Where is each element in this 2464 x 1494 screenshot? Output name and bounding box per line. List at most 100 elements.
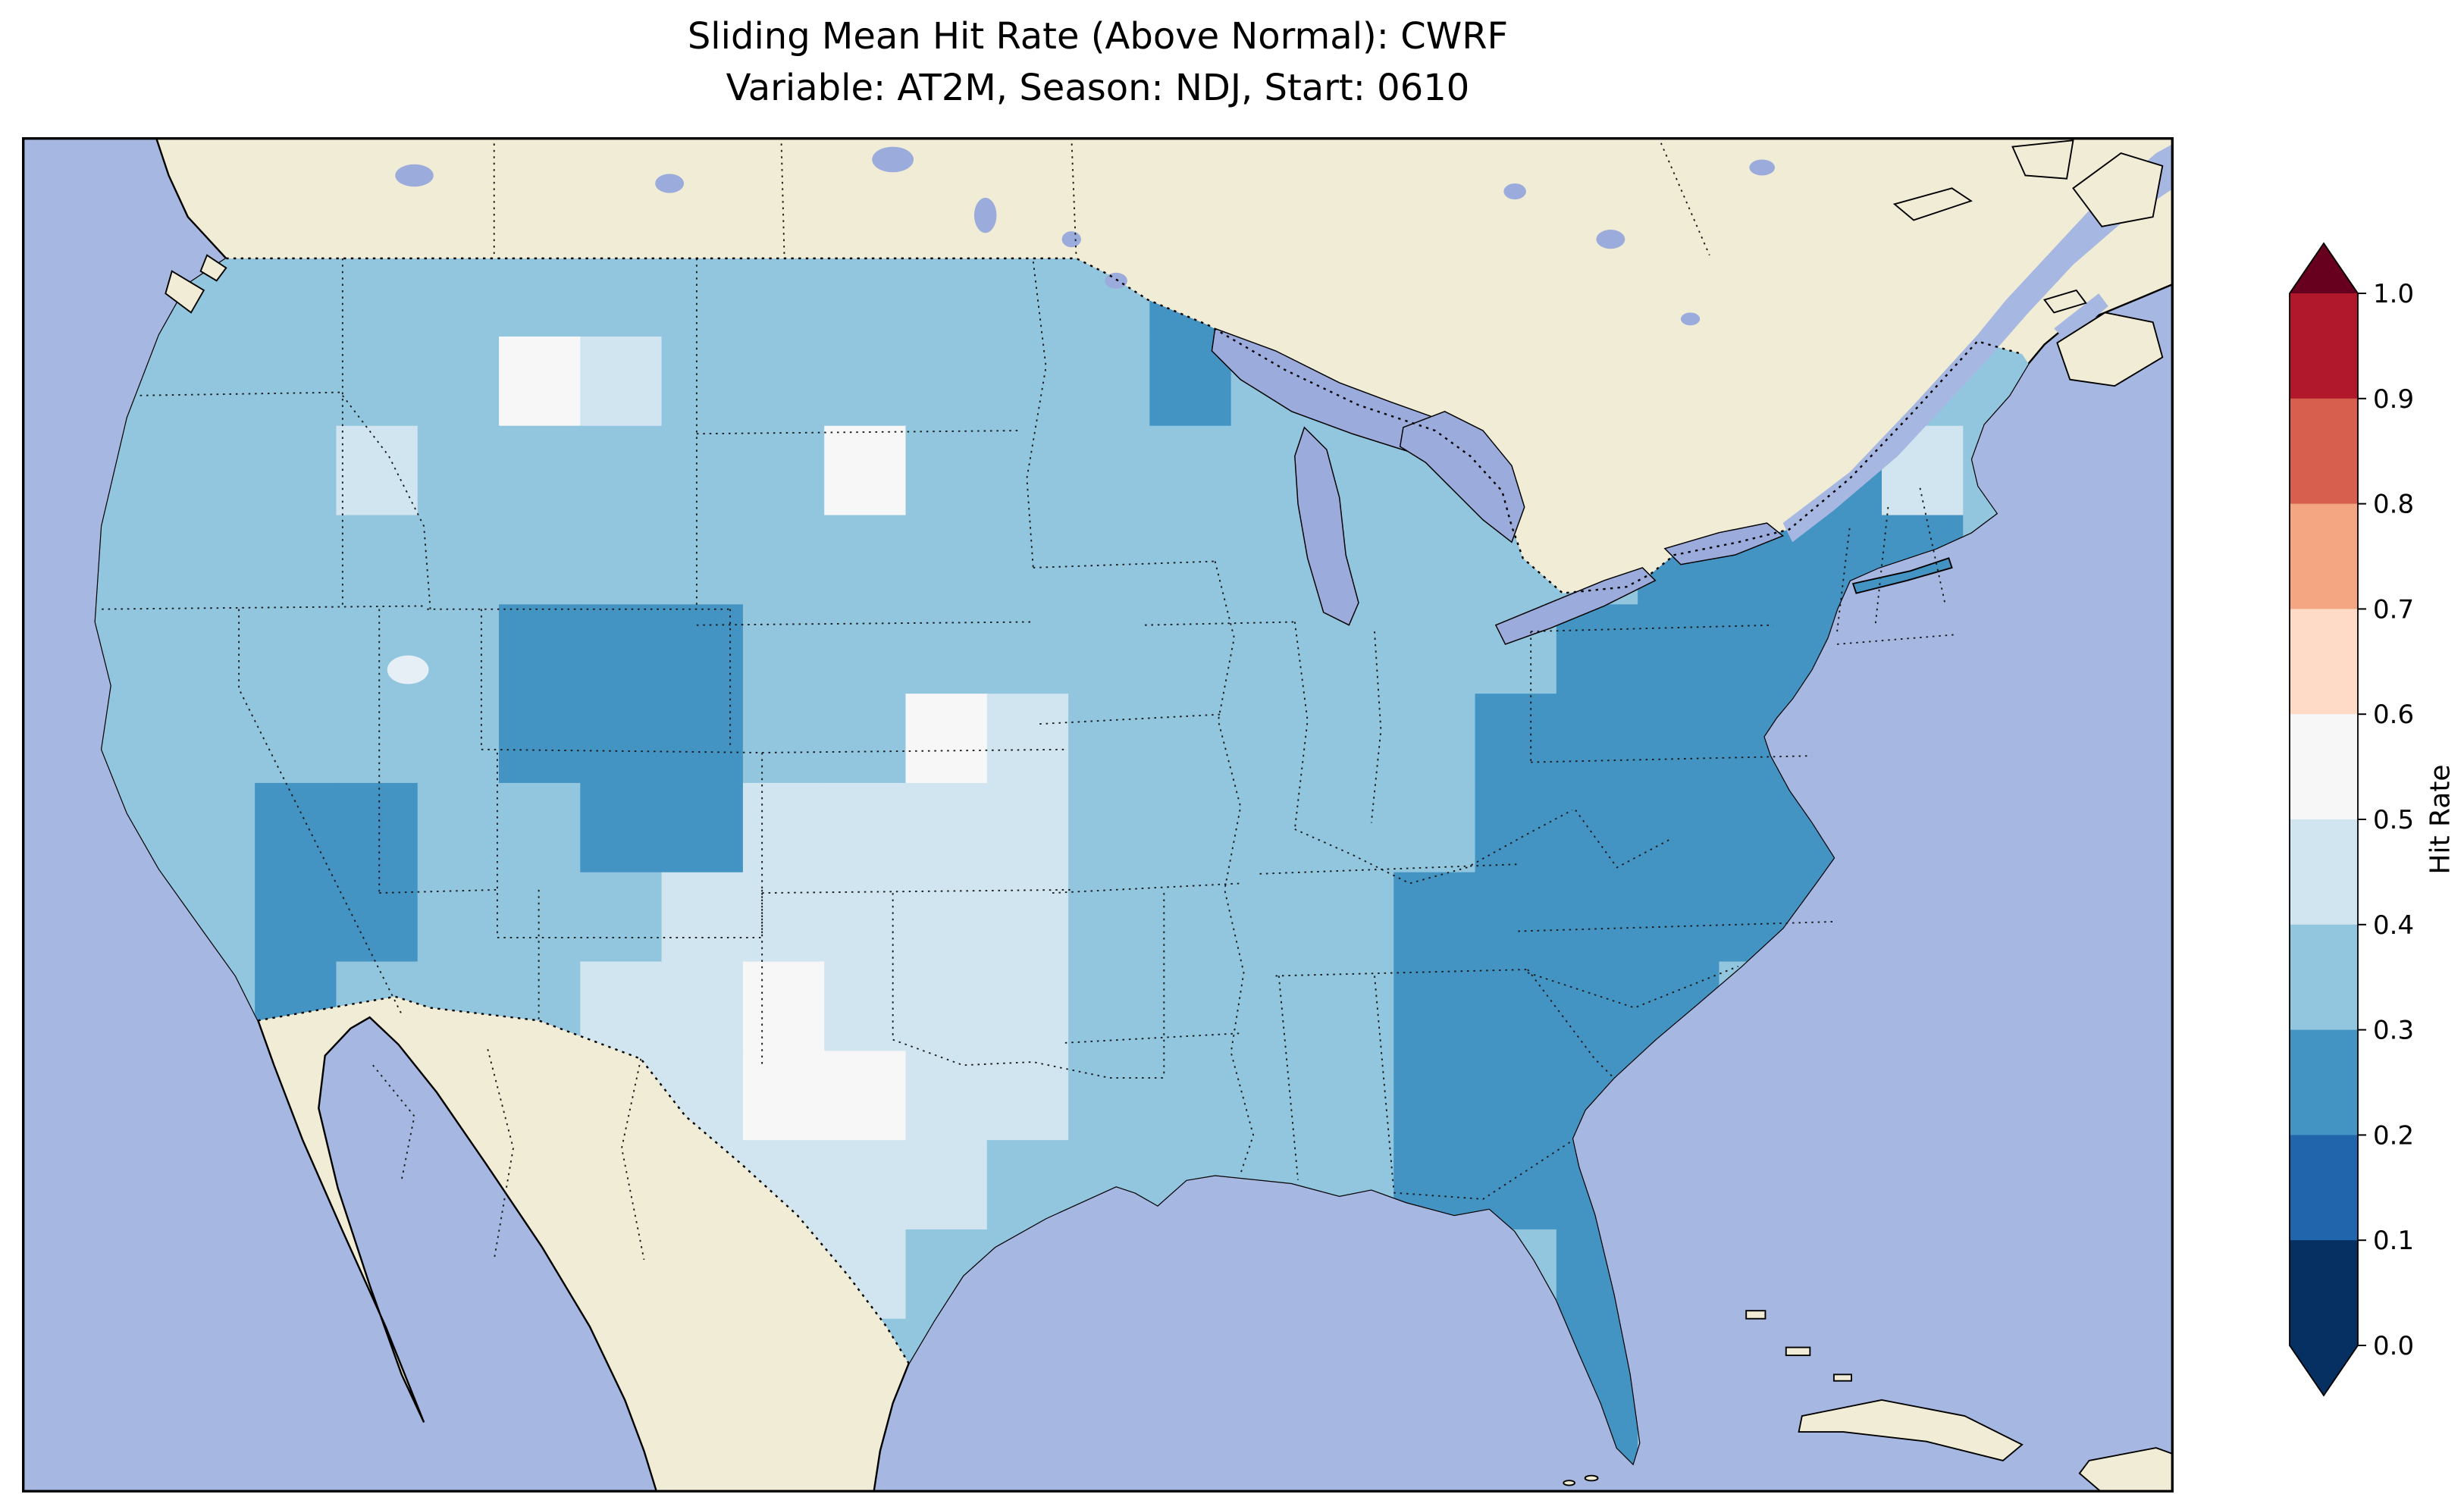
grid-cell <box>1230 961 1314 1052</box>
islands <box>165 139 2174 1492</box>
grid-cell <box>336 425 419 516</box>
grid-cell <box>255 782 337 873</box>
plot-title: Sliding Mean Hit Rate (Above Normal): CW… <box>22 11 2174 114</box>
grid-cell <box>580 961 663 1052</box>
grid-cell <box>499 694 582 785</box>
vancouver-island <box>165 270 205 314</box>
grid-cell <box>1312 782 1395 873</box>
hispaniola <box>2078 1447 2174 1492</box>
grid-cell <box>824 1051 907 1142</box>
grid-cell <box>1638 782 1720 873</box>
colorbar-tick-label: 1.0 <box>2373 279 2414 309</box>
grid-cell <box>255 258 337 338</box>
grid-cell <box>1149 425 1232 516</box>
grid-cell <box>173 604 256 695</box>
grid-cell <box>1230 604 1314 695</box>
colorbar-svg: 1.0 0.9 0.8 0.7 0.6 0.5 0.4 0.3 0.2 0.1 0.0 <box>2289 242 2414 1397</box>
grid-cell <box>905 961 989 1052</box>
colorbar: 1.0 0.9 0.8 0.7 0.6 0.5 0.4 0.3 0.2 0.1 0.0 <box>2287 241 2461 1398</box>
grid-cell <box>742 604 826 695</box>
grid-cell <box>417 604 500 695</box>
grid-cell <box>580 515 663 606</box>
grid-cell <box>742 694 826 785</box>
grid-cell <box>661 258 745 338</box>
grid-cell <box>905 258 989 338</box>
grid-cell <box>1230 694 1314 785</box>
grid-cell <box>173 425 256 516</box>
grid-cell <box>1149 872 1232 963</box>
grid-cell <box>661 782 745 873</box>
plot-title-line1: Sliding Mean Hit Rate (Above Normal): CW… <box>687 15 1509 58</box>
grid-cell <box>1068 515 1151 606</box>
grid-cell <box>1556 961 1639 1052</box>
grid-cell <box>1068 694 1151 785</box>
grid-cell <box>742 336 826 428</box>
grid-cell <box>417 425 500 516</box>
florida-keys <box>1563 1480 1575 1486</box>
colorbar-tick-label: 0.7 <box>2373 594 2414 625</box>
grid-cell <box>986 961 1070 1052</box>
grid-cell <box>824 515 907 606</box>
grid-cell <box>661 961 745 1052</box>
grid-cell <box>1475 961 1558 1052</box>
grid-cell <box>499 258 582 338</box>
grid-cell <box>255 694 337 785</box>
grid-cell <box>742 425 826 516</box>
grid-cell <box>742 515 826 606</box>
grid-cell <box>1393 961 1476 1052</box>
colorbar-tick-label: 0.8 <box>2373 490 2414 520</box>
grid-cell <box>1719 604 1801 695</box>
grid-cell <box>499 872 582 963</box>
grid-cell <box>580 694 663 785</box>
colorbar-segment <box>2290 819 2358 926</box>
colorbar-segment <box>2290 1029 2358 1135</box>
grid-cell <box>905 515 989 606</box>
grid-cell <box>1068 872 1151 963</box>
canada-small-lakes <box>395 146 1776 326</box>
grid-cell <box>661 694 745 785</box>
grid-cell <box>1393 515 1476 606</box>
plot-title-line2: Variable: AT2M, Season: NDJ, Start: 0610 <box>726 67 1470 110</box>
grid-cell <box>905 782 989 873</box>
grid-cell <box>1068 1051 1151 1142</box>
grid-cell <box>986 872 1070 963</box>
cuba <box>1798 1399 2024 1461</box>
grid-cell <box>1312 1051 1395 1142</box>
grid-cell <box>499 336 582 428</box>
grid-cell <box>1068 604 1151 695</box>
grid-cell <box>336 336 419 428</box>
grid-cell <box>580 872 663 963</box>
grid-cell <box>824 694 907 785</box>
grid-cell <box>661 336 745 428</box>
state-borders <box>102 137 1955 1261</box>
grid-cell <box>1312 961 1395 1052</box>
grid-cell <box>986 782 1070 873</box>
grid-cell <box>824 258 907 338</box>
grid-cell <box>336 872 419 963</box>
grid-cell <box>1230 782 1314 873</box>
colorbar-tick-label: 0.2 <box>2373 1120 2414 1151</box>
grid-cell <box>1638 694 1720 785</box>
grid-cell <box>1475 1051 1558 1142</box>
grid-cell <box>173 782 256 873</box>
grid-cell <box>1149 604 1232 695</box>
great-lakes <box>1211 327 1785 645</box>
colorbar-segment <box>2290 293 2358 399</box>
map-frame <box>22 137 2174 1492</box>
bahamas-island <box>1832 1373 1852 1382</box>
grid-cell <box>905 336 989 428</box>
colorbar-over-arrow <box>2290 243 2358 293</box>
grid-cell <box>336 694 419 785</box>
grid-cell <box>905 425 989 516</box>
colorbar-label: Hit Rate <box>2425 764 2456 875</box>
great-salt-lake <box>387 655 429 684</box>
grid-cell <box>742 872 826 963</box>
colorbar-segment <box>2290 398 2358 505</box>
grid-cell <box>1475 694 1558 785</box>
grid-cell <box>173 694 256 785</box>
grid-cell <box>824 336 907 428</box>
grid-cell <box>580 782 663 873</box>
colorbar-segment <box>2290 503 2358 609</box>
grid-cell <box>1068 336 1151 428</box>
